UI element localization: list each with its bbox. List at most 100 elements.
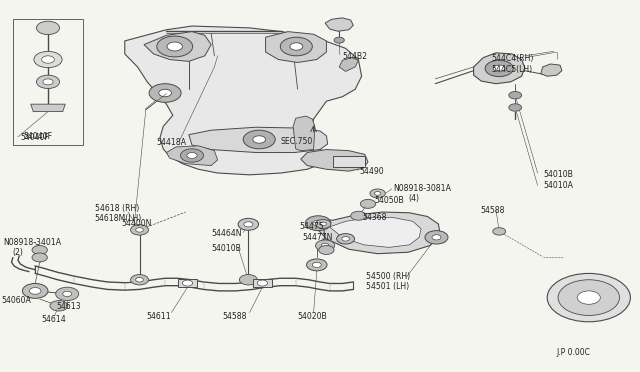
Bar <box>178 279 197 287</box>
Polygon shape <box>144 32 211 61</box>
Polygon shape <box>314 212 440 254</box>
Circle shape <box>32 246 47 254</box>
Text: 54010A: 54010A <box>543 182 573 190</box>
Circle shape <box>305 216 331 231</box>
Circle shape <box>131 275 148 285</box>
Polygon shape <box>330 218 421 247</box>
Circle shape <box>157 36 193 57</box>
Text: 54040F: 54040F <box>23 132 52 141</box>
Circle shape <box>36 75 60 89</box>
Text: 54418A: 54418A <box>157 138 187 147</box>
Text: 54040F: 54040F <box>20 133 49 142</box>
Text: 54588: 54588 <box>223 312 247 321</box>
Text: 54490: 54490 <box>360 167 384 176</box>
Text: SEC.750: SEC.750 <box>280 137 312 146</box>
Text: 54010B: 54010B <box>543 170 573 179</box>
Circle shape <box>493 65 505 72</box>
Text: 54613: 54613 <box>56 302 81 311</box>
Text: 54611: 54611 <box>146 312 171 321</box>
Circle shape <box>316 240 335 251</box>
Polygon shape <box>325 18 353 31</box>
Circle shape <box>370 189 385 198</box>
Bar <box>13 19 83 145</box>
Circle shape <box>577 291 600 304</box>
Circle shape <box>360 199 376 208</box>
Circle shape <box>485 60 513 77</box>
Circle shape <box>63 291 72 296</box>
Text: 54010B: 54010B <box>211 244 241 253</box>
Circle shape <box>509 104 522 111</box>
Text: 544B2: 544B2 <box>342 52 367 61</box>
Circle shape <box>290 43 303 50</box>
Polygon shape <box>293 116 315 151</box>
Text: N08918-3081A: N08918-3081A <box>394 185 451 193</box>
Circle shape <box>243 130 275 149</box>
Text: 544C4(RH): 544C4(RH) <box>492 54 534 63</box>
Text: (4): (4) <box>408 194 419 203</box>
Circle shape <box>321 243 329 248</box>
Circle shape <box>131 225 148 235</box>
Circle shape <box>253 136 266 143</box>
Circle shape <box>29 288 41 294</box>
Circle shape <box>36 21 60 35</box>
Polygon shape <box>189 127 328 153</box>
Text: 54618M(LH): 54618M(LH) <box>95 214 142 223</box>
Circle shape <box>22 283 48 298</box>
Circle shape <box>280 37 312 56</box>
Circle shape <box>320 222 326 226</box>
Text: 54477N: 54477N <box>302 233 332 242</box>
Circle shape <box>547 273 630 322</box>
Circle shape <box>167 42 182 51</box>
Circle shape <box>149 84 181 102</box>
Text: 54020B: 54020B <box>298 312 327 321</box>
Polygon shape <box>541 64 562 76</box>
Circle shape <box>136 228 143 232</box>
Circle shape <box>334 37 344 43</box>
Circle shape <box>239 275 257 285</box>
Circle shape <box>43 79 53 85</box>
Polygon shape <box>339 58 358 71</box>
Text: 54050B: 54050B <box>374 196 404 205</box>
Text: 544C5(LH): 544C5(LH) <box>492 65 532 74</box>
Circle shape <box>342 237 349 241</box>
Circle shape <box>312 262 321 267</box>
Circle shape <box>180 149 204 162</box>
Text: 54501 (LH): 54501 (LH) <box>366 282 409 291</box>
Text: 54588: 54588 <box>480 206 504 215</box>
Circle shape <box>319 246 334 254</box>
Text: 54618 (RH): 54618 (RH) <box>95 204 139 213</box>
Bar <box>253 279 272 287</box>
Circle shape <box>182 280 193 286</box>
Text: J.P 0.00C: J.P 0.00C <box>557 348 591 357</box>
Circle shape <box>50 301 68 311</box>
Polygon shape <box>125 26 362 175</box>
Polygon shape <box>266 32 326 62</box>
Circle shape <box>187 153 197 158</box>
Circle shape <box>238 218 259 230</box>
Circle shape <box>425 231 448 244</box>
Circle shape <box>159 89 172 97</box>
Circle shape <box>558 280 620 315</box>
Polygon shape <box>474 53 525 84</box>
Circle shape <box>244 222 253 227</box>
Text: 54475: 54475 <box>300 222 324 231</box>
Circle shape <box>337 234 355 244</box>
Polygon shape <box>166 146 218 166</box>
Text: (2): (2) <box>13 248 24 257</box>
Text: 54368: 54368 <box>362 213 387 222</box>
Text: 54500 (RH): 54500 (RH) <box>366 272 410 280</box>
Circle shape <box>42 56 54 63</box>
Bar <box>333 156 365 167</box>
Text: N08918-3401A: N08918-3401A <box>3 238 61 247</box>
Circle shape <box>34 51 62 68</box>
Circle shape <box>493 228 506 235</box>
Circle shape <box>432 235 441 240</box>
Circle shape <box>307 259 327 271</box>
Polygon shape <box>31 104 65 112</box>
Circle shape <box>509 92 522 99</box>
Circle shape <box>351 211 366 220</box>
Circle shape <box>56 287 79 301</box>
Text: 54400N: 54400N <box>122 219 152 228</box>
Text: 54060A: 54060A <box>1 296 31 305</box>
Circle shape <box>313 220 323 226</box>
